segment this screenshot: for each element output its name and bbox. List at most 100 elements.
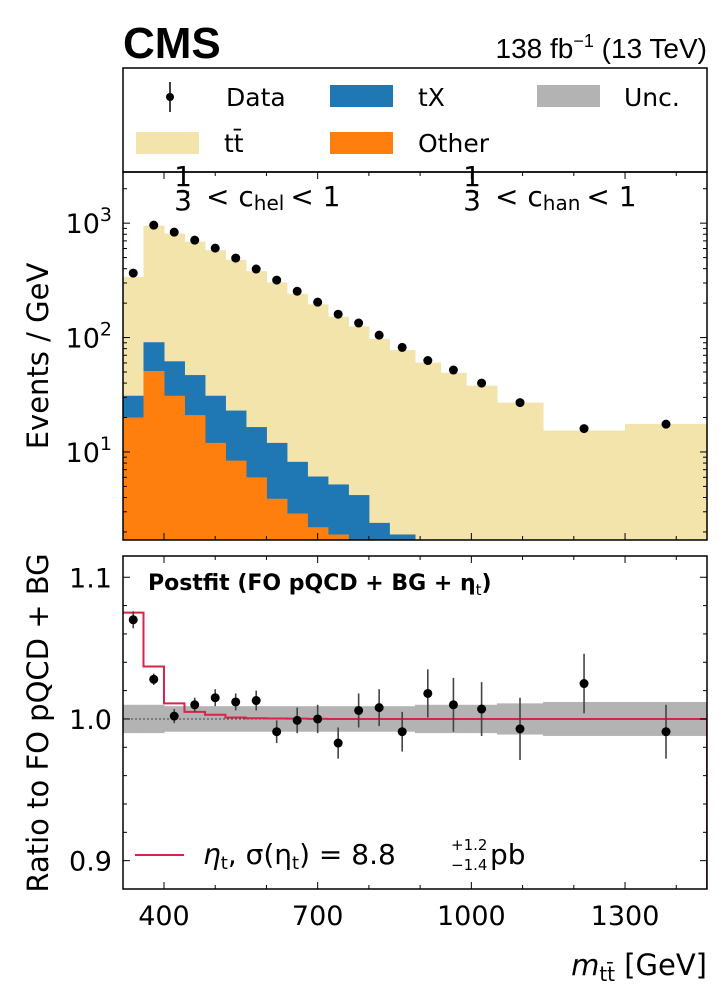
- ratio-point-1: [149, 674, 159, 684]
- data-point-18: [579, 424, 589, 434]
- bar-ttbar-15: [440, 372, 467, 540]
- han-frac-num: 1: [463, 160, 481, 193]
- lower-y-axis-label: Ratio to FO pQCD + BG: [21, 553, 55, 892]
- eta-sigma: , σ(η: [228, 838, 292, 871]
- bar-other-0: [123, 417, 144, 540]
- bar-ttbar-10: [327, 316, 349, 540]
- postfit-text: Postfit (FO pQCD + BG + η: [148, 571, 476, 596]
- bar-ttbar-16: [466, 385, 498, 540]
- ratio-point-5: [231, 697, 241, 707]
- data-point-4: [210, 243, 220, 253]
- x-axis-m: m: [571, 948, 599, 982]
- bar-ttbar-13: [389, 349, 416, 540]
- eta-err-up: +1.2: [451, 836, 487, 854]
- bar-tX-10: [327, 484, 349, 540]
- tx-swatch-icon: [330, 85, 393, 107]
- hel-frac-den: 3: [174, 184, 192, 217]
- ratio-point-15: [448, 700, 458, 710]
- han-frac-den: 3: [463, 184, 481, 217]
- eta-unit: pb: [490, 838, 526, 871]
- upper-ytick-label-0: 101: [66, 433, 112, 469]
- legend-item-tx: tX: [330, 83, 445, 112]
- lumi-value: 138 fb: [496, 33, 574, 64]
- ratio-point-9: [313, 714, 323, 724]
- han-sub: han: [543, 191, 581, 215]
- eta-legend: ηt, σ(ηt) = 8.8 +1.2 −1.4 pb: [135, 836, 526, 874]
- ttbar-swatch-icon: [136, 132, 199, 154]
- bar-other-8: [286, 513, 308, 540]
- legend-item-other: Other: [330, 129, 490, 158]
- xtick-label-1: 700: [292, 901, 344, 932]
- bar-other-3: [184, 415, 206, 540]
- data-point-6: [251, 264, 261, 274]
- lumi-exponent: −1: [573, 31, 594, 51]
- bar-other-4: [204, 442, 226, 540]
- ratio-point-14: [423, 688, 433, 698]
- ratio-point-10: [333, 738, 343, 748]
- ratio-point-6: [251, 696, 261, 706]
- bar-other-5: [225, 460, 247, 540]
- ratio-point-0: [128, 615, 138, 625]
- bar-other-7: [266, 498, 288, 540]
- eta-symbol: η: [203, 838, 221, 871]
- upper-frame: [122, 171, 708, 541]
- x-axis-sub: tt̄: [599, 961, 615, 986]
- ratio-point-13: [397, 727, 407, 737]
- bar-ttbar-19: [625, 423, 707, 540]
- eta-sub-2: t: [292, 853, 299, 874]
- postfit-end: ): [482, 571, 492, 596]
- x-axis-label: mtt̄ [GeV]: [571, 948, 707, 986]
- ratio-point-19: [661, 727, 671, 737]
- legend-label-ttbar: tt̄: [224, 128, 244, 158]
- lower-panel: 400 700 1000 1300 0.9 1.0 1.1 Postfit (FO pQCD…: [21, 172, 708, 986]
- xtick-label-3: 1300: [591, 901, 660, 932]
- legend: Data tX Unc. tt̄ Other: [122, 67, 708, 173]
- data-point-19: [661, 419, 671, 429]
- postfit-label: Postfit (FO pQCD + BG + ηt): [148, 571, 492, 599]
- data-point-3: [190, 235, 200, 245]
- other-swatch-icon: [330, 132, 393, 154]
- han-lt: < c: [495, 180, 543, 213]
- legend-item-unc: Unc.: [537, 83, 680, 112]
- lower-frame: [122, 555, 708, 890]
- legend-item-data: Data: [166, 82, 286, 112]
- hel-end: < 1: [290, 180, 340, 213]
- bar-ttbar-17: [496, 402, 544, 540]
- bar-ttbar-11: [348, 326, 370, 540]
- ratio-point-7: [272, 727, 282, 737]
- ratio-point-17: [515, 724, 525, 734]
- han-end: < 1: [586, 180, 636, 213]
- legend-label-unc: Unc.: [624, 83, 680, 112]
- data-point-7: [272, 275, 282, 285]
- data-point-9: [313, 297, 323, 307]
- eta-t-line: [123, 611, 707, 889]
- eta-legend-text: ηt, σ(ηt) = 8.8: [203, 838, 396, 874]
- ratio-point-3: [190, 700, 200, 710]
- unc-band-bin-1: [143, 704, 165, 734]
- data-point-11: [354, 318, 364, 328]
- bar-tX-11: [348, 495, 370, 540]
- eta-value: ) = 8.8: [299, 838, 396, 871]
- bar-tX-9: [307, 476, 329, 540]
- data-point-17: [515, 398, 525, 408]
- data-point-1: [149, 220, 159, 230]
- hel-cond: < chel < 1: [206, 180, 341, 215]
- upper-ytick-label-1: 102: [66, 319, 112, 355]
- experiment-label: CMS: [123, 19, 221, 68]
- hel-frac-num: 1: [174, 160, 192, 193]
- ratio-point-4: [210, 693, 220, 703]
- data-marker-icon: [166, 93, 174, 101]
- han-cond: < chan < 1: [495, 180, 637, 215]
- eta-sub: t: [221, 853, 228, 874]
- hel-lt: < c: [206, 180, 254, 213]
- legend-label-other: Other: [418, 129, 490, 158]
- legend-item-ttbar: tt̄: [136, 128, 244, 158]
- lumi-label: 138 fb−1 (13 TeV): [496, 31, 708, 64]
- upper-data-points: [128, 220, 671, 434]
- bar-ttbar-12: [368, 338, 390, 540]
- annotation-han: 1 3 < chan < 1: [463, 160, 636, 217]
- ratio-data-points: [128, 611, 671, 761]
- annotation-hel: 1 3 < chel < 1: [174, 160, 340, 217]
- unc-swatch-icon: [537, 85, 600, 107]
